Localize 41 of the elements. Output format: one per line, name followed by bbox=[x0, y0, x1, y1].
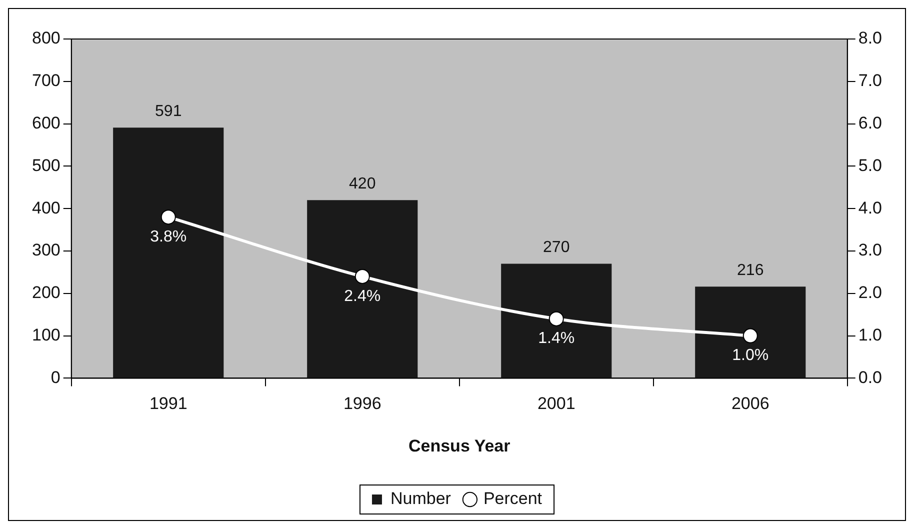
y-tick-label: 100 bbox=[32, 325, 60, 344]
bar bbox=[501, 264, 612, 378]
y2-tick-label: 8.0 bbox=[858, 28, 882, 48]
data-label: 216 bbox=[737, 262, 764, 280]
data-label: 420 bbox=[349, 176, 376, 193]
y-tick-label: 200 bbox=[32, 283, 60, 302]
y-tick-label: 0 bbox=[50, 368, 60, 387]
y-tick-label: 500 bbox=[32, 156, 60, 175]
point bbox=[548, 311, 564, 326]
x-axis-title: Census Year bbox=[408, 436, 511, 456]
point bbox=[354, 268, 370, 284]
y2-tick-label: 6.0 bbox=[858, 113, 882, 132]
y2-tick-label: 4.0 bbox=[858, 198, 882, 218]
x-tick-label: 1991 bbox=[149, 394, 188, 414]
x-tick-label: 2006 bbox=[731, 394, 770, 414]
y2-tick-label: 2.0 bbox=[858, 283, 882, 302]
bar bbox=[307, 200, 418, 378]
y2-tick-label: 3.0 bbox=[858, 240, 882, 260]
y-tick-label: 400 bbox=[32, 198, 60, 218]
data-label: 1.4% bbox=[538, 330, 575, 348]
y2-tick-label: 1.0 bbox=[858, 325, 882, 344]
y2-tick-label: 5.0 bbox=[858, 156, 882, 175]
data-label: 1.0% bbox=[732, 347, 769, 364]
data-label: 2.4% bbox=[344, 288, 381, 305]
y-tick-label: 600 bbox=[32, 113, 60, 132]
point bbox=[742, 328, 758, 344]
bar bbox=[695, 286, 806, 378]
data-label: 3.8% bbox=[150, 228, 187, 246]
legend-label: Percent bbox=[483, 489, 542, 508]
point bbox=[160, 210, 176, 225]
y-tick-label: 700 bbox=[32, 71, 60, 90]
data-label: 591 bbox=[155, 103, 182, 120]
legend-label: Number bbox=[390, 489, 452, 508]
y-tick-label: 800 bbox=[32, 28, 60, 48]
y2-tick-label: 7.0 bbox=[858, 71, 882, 90]
y2-tick-label: 0.0 bbox=[858, 368, 882, 387]
bar bbox=[113, 128, 224, 378]
y-tick-label: 300 bbox=[32, 240, 60, 260]
x-tick-label: 1996 bbox=[343, 394, 382, 414]
x-tick-label: 2001 bbox=[537, 394, 576, 414]
data-label: 270 bbox=[543, 239, 570, 256]
